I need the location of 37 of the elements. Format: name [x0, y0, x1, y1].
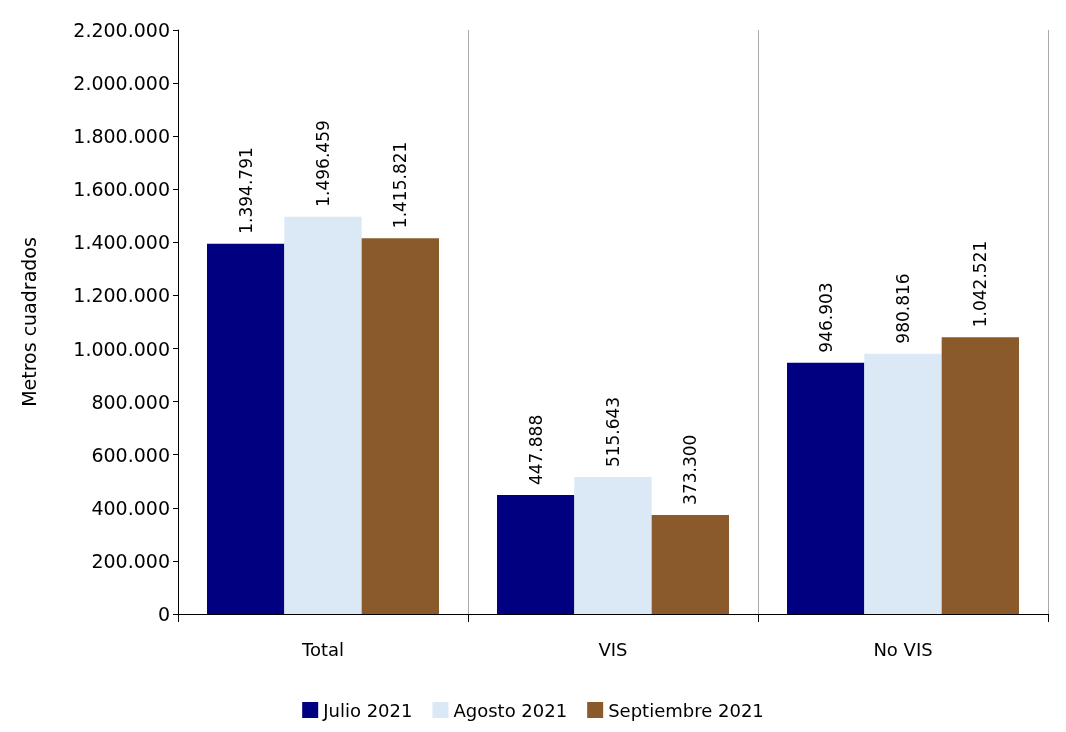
bar: [207, 243, 285, 614]
x-tick-label: Total: [300, 638, 345, 660]
y-tick-label: 1.000.000: [73, 337, 170, 360]
legend-label: Agosto 2021: [453, 699, 568, 721]
x-tick-label: No VIS: [873, 638, 933, 660]
data-label: 946.903: [815, 282, 836, 353]
y-tick-label: 200.000: [91, 549, 170, 572]
y-tick-label: 2.000.000: [73, 72, 170, 95]
y-tick-label: 1.400.000: [73, 231, 170, 254]
x-tick-label: VIS: [598, 638, 628, 660]
legend-label: Julio 2021: [322, 699, 413, 721]
data-label: 447.888: [525, 414, 546, 486]
y-tick-label: 400.000: [91, 496, 170, 519]
y-axis-title: Metros cuadrados: [17, 237, 40, 407]
data-label: 1.496.459: [313, 120, 333, 207]
bar: [497, 495, 575, 614]
y-tick-label: 1.600.000: [73, 178, 170, 201]
data-label: 1.415.821: [390, 141, 411, 229]
bar: [574, 477, 652, 614]
data-label: 373.300: [680, 434, 701, 505]
data-label: 980.816: [893, 273, 913, 344]
bar: [651, 514, 729, 614]
bar: [864, 353, 942, 614]
data-label: 1.042.521: [970, 240, 991, 328]
bar: [787, 362, 865, 614]
y-tick-label: 800.000: [91, 390, 170, 413]
y-tick-label: 2.200.000: [73, 19, 170, 41]
data-label: 515.643: [603, 396, 623, 468]
y-tick-label: 600.000: [91, 443, 170, 466]
y-tick-label: 1.800.000: [73, 125, 170, 148]
bar: [284, 216, 362, 614]
bar: [361, 238, 439, 614]
legend-label: Septiembre 2021: [608, 699, 764, 721]
bar: [941, 337, 1019, 614]
y-tick-label: 1.200.000: [73, 284, 170, 307]
data-label: 1.394.791: [235, 147, 256, 234]
y-tick-label: 0: [157, 603, 170, 625]
